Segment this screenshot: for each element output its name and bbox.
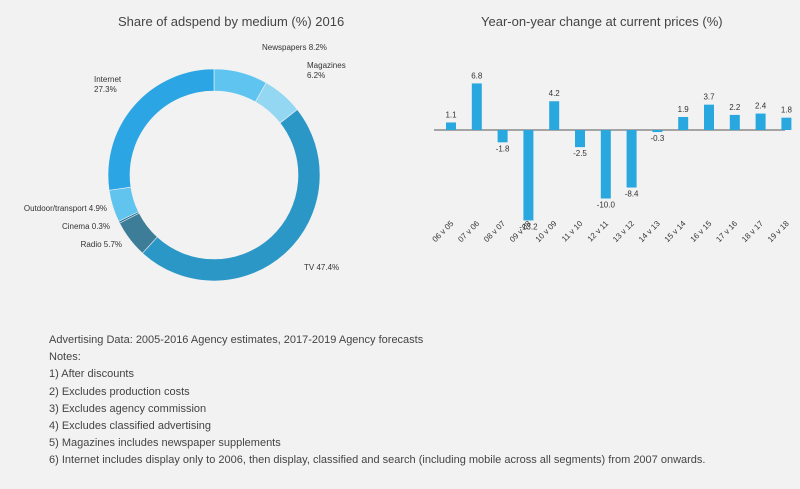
note-item: 6) Internet includes display only to 200…	[49, 454, 706, 467]
donut-label-radio: Radio 5.7%	[81, 240, 122, 249]
x-tick-label: 14 v 13	[637, 219, 662, 244]
bar-10-v-09	[549, 101, 560, 130]
note-item: 4) Excludes classified advertising	[49, 420, 212, 433]
bar-value-label: 6.8	[471, 71, 483, 80]
donut-label-cinema: Cinema 0.3%	[62, 222, 110, 231]
donut-label-tv: TV 47.4%	[304, 263, 339, 272]
bar-value-label: 3.7	[703, 93, 715, 102]
x-tick-label: 13 v 12	[611, 219, 636, 244]
x-tick-label: 12 v 11	[586, 219, 611, 244]
bar-06-v-05	[446, 122, 456, 130]
donut-label-outdoor: Outdoor/transport 4.9%	[24, 204, 107, 213]
bar-value-label: -10.0	[597, 201, 616, 210]
bar-17-v-16	[729, 114, 740, 130]
donut-slice-tv	[141, 109, 321, 282]
bar-chart-title: Year-on-year change at current prices (%…	[481, 14, 723, 29]
donut-slice-internet	[107, 68, 215, 191]
donut-label-newspapers: Newspapers 8.2%	[262, 43, 327, 52]
note-item: 3) Excludes agency commission	[49, 402, 207, 415]
bar-value-label: 1.9	[678, 105, 690, 114]
x-tick-label: 19 v 18	[766, 219, 791, 244]
x-tick-label: 07 v 06	[456, 219, 481, 244]
x-tick-label: 18 v 17	[740, 219, 765, 244]
x-tick-label: 16 v 15	[688, 219, 713, 244]
bar-value-label: -0.3	[651, 134, 665, 143]
note-item: 2) Excludes production costs	[49, 385, 190, 398]
x-tick-label: 08 v 07	[482, 219, 507, 244]
note-item: 5) Magazines includes newspaper suppleme…	[49, 437, 281, 450]
bar-15-v-14	[678, 116, 689, 130]
notes-block: Advertising Data: 2005-2016 Agency estim…	[49, 332, 705, 470]
x-tick-label: 15 v 14	[663, 219, 688, 244]
bar-19-v-18	[781, 117, 792, 130]
charts-canvas: Newspapers 8.2% Magazines 6.2% TV 47.4% Radi…	[24, 43, 793, 282]
bar-value-label: 2.4	[755, 102, 767, 111]
bar-12-v-11	[600, 130, 611, 199]
notes-heading: Notes:	[49, 351, 81, 364]
bar-value-label: 1.8	[781, 106, 793, 115]
x-tick-label: 11 v 10	[560, 219, 585, 244]
x-tick-label: 17 v 16	[714, 219, 739, 244]
bar-16-v-15	[704, 104, 714, 130]
donut-label-internet: Internet 27.3%	[94, 75, 122, 94]
bar-13-v-12	[626, 130, 637, 188]
bar-07-v-06	[471, 83, 482, 130]
note-item: 1) After discounts	[49, 368, 134, 381]
donut-label-magazines: Magazines 6.2%	[307, 61, 346, 80]
bar-value-label: -8.4	[625, 190, 639, 199]
bar-value-label: -13.2	[519, 222, 538, 231]
data-source-note: Advertising Data: 2005-2016 Agency estim…	[49, 334, 424, 346]
x-tick-label: 06 v 05	[430, 219, 455, 244]
bar-11-v-10	[575, 130, 585, 148]
donut-chart-title: Share of adspend by medium (%) 2016	[118, 14, 345, 29]
bar-09-v-08	[523, 130, 534, 221]
bar-18-v-17	[755, 113, 766, 130]
bar-value-label: 1.1	[445, 110, 457, 119]
bar-14-v-13	[652, 130, 663, 133]
bar-value-label: 2.2	[729, 103, 741, 112]
bar-value-label: -1.8	[496, 144, 510, 153]
bar-value-label: 4.2	[549, 89, 561, 98]
bar-value-label: -2.5	[573, 149, 587, 158]
bar-08-v-07	[497, 130, 508, 143]
